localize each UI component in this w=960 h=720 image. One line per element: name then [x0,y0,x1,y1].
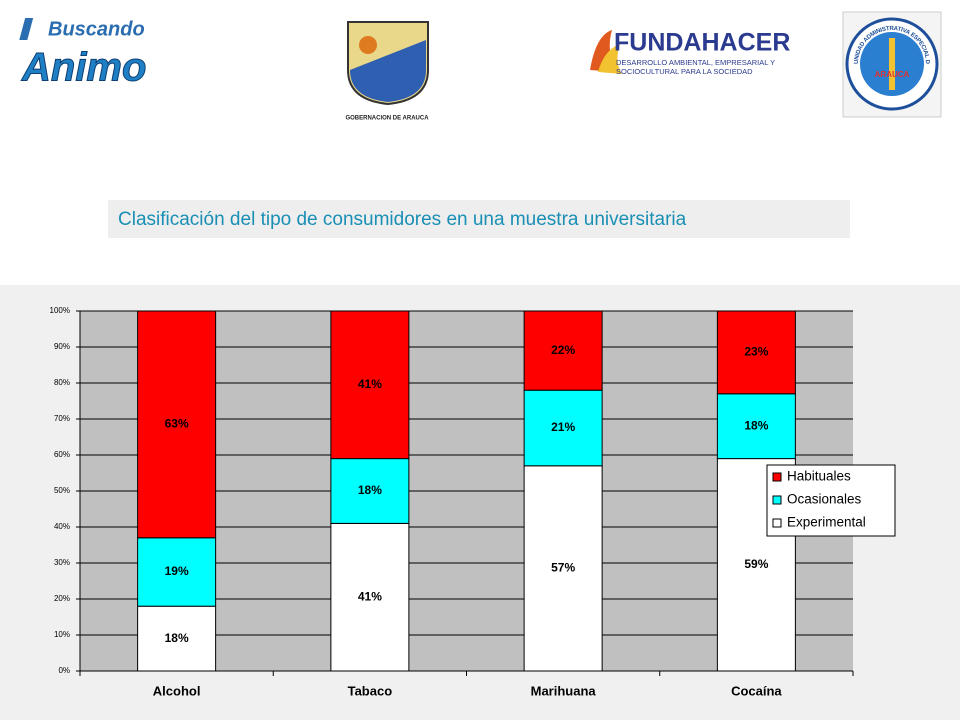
logo-mark [19,18,34,40]
bar-segment [716,310,796,395]
flame [598,44,622,74]
x-tick-label: Alcohol [153,683,201,698]
logo-gobernacion: GOBERNACION DE ARAUCA [345,21,429,122]
legend-swatch [772,472,782,482]
sun [359,36,377,54]
bar-segment [137,310,217,539]
y-tick-label: 80% [54,378,70,387]
bar-segment [330,458,410,524]
data-label: 19% [165,564,189,578]
bar-segment [716,393,796,460]
bar-segment [523,310,603,391]
logo-fundahacer: FUNDAHACER DESARROLLO AMBIENTAL, EMPRESA… [590,29,790,76]
data-label: 57% [551,561,575,575]
logo-text: Animo [21,46,146,90]
legend-label: Experimental [787,515,866,530]
y-tick-label: 70% [54,414,70,423]
shield-part [350,40,426,102]
y-tick-label: 40% [54,522,70,531]
y-tick-label: 10% [54,630,70,639]
data-label: 59% [744,557,768,571]
bar-segment [137,605,217,672]
plot: 0% 10% 20% 30% 40% 50% 60% 70% 80% 90% 100% 18% 19% 6… [50,306,896,698]
bar-segment [523,389,603,467]
x-tick-label: Tabaco [348,683,393,698]
logo-buscando: Buscando Animo [19,18,147,90]
title-box [108,200,850,238]
legend-swatch [772,518,782,528]
y-tick-label: 100% [50,306,70,315]
data-label: 18% [165,631,189,645]
y-tick-label: 60% [54,450,70,459]
data-label: 18% [744,418,768,432]
data-label: 41% [358,589,382,603]
data-label: 41% [358,377,382,391]
logo-text: SOCIOCULTURAL PARA LA SOCIEDAD [616,67,753,76]
chart-title: Clasificación del tipo de consumidores e… [118,209,687,230]
logo-text: FUNDAHACER [614,29,790,57]
y-tick-label: 50% [54,486,70,495]
x-tick-label: Cocaína [731,683,782,698]
x-tick-label: Marihuana [531,683,597,698]
legend-label: Ocasionales [787,492,862,507]
y-tick-label: 0% [58,666,70,675]
data-label: 23% [744,345,768,359]
bar-segment [330,522,410,672]
y-tick-label: 30% [54,558,70,567]
y-tick-label: 20% [54,594,70,603]
legend-label: Habituales [787,469,851,484]
logo-caption: GOBERNACION DE ARAUCA [345,116,429,122]
logo-text: Buscando [48,18,145,40]
data-label: 18% [358,483,382,497]
caduceus [889,38,895,90]
legend-swatch [772,495,782,505]
data-label: 63% [165,417,189,431]
bar-segment [330,310,410,460]
legend-box [766,464,896,537]
logo-text: DESARROLLO AMBIENTAL, EMPRESARIAL Y [616,58,775,67]
y-tick-label: 90% [54,342,70,351]
data-label: 22% [551,343,575,357]
logo-text: ARAUCA [875,70,910,79]
data-label: 21% [551,420,575,434]
bar-segment [523,465,603,672]
bar-segment [137,537,217,607]
